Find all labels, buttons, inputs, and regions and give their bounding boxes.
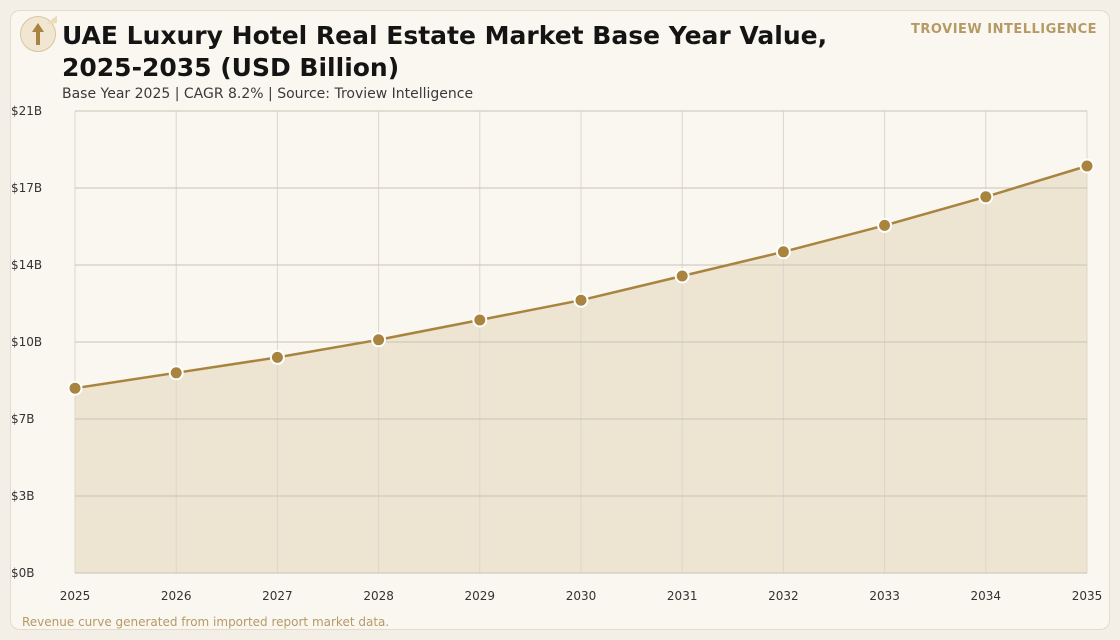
y-tick-label: $0B: [11, 566, 35, 580]
chart-card: UAE Luxury Hotel Real Estate Market Base…: [10, 10, 1110, 630]
data-point: [775, 244, 791, 260]
footer-note: Revenue curve generated from imported re…: [22, 615, 390, 629]
data-point: [573, 292, 589, 308]
data-point: [978, 189, 994, 205]
data-point: [472, 312, 488, 328]
x-tick-label: 2026: [161, 589, 192, 603]
data-point: [371, 332, 387, 348]
y-tick-label: $21B: [11, 104, 42, 118]
y-tick-label: $17B: [11, 181, 42, 195]
x-tick-label: 2034: [971, 589, 1002, 603]
y-tick-label: $3B: [11, 489, 35, 503]
x-tick-label: 2025: [60, 589, 91, 603]
x-tick-label: 2030: [566, 589, 597, 603]
area-chart: $0B $3B $7B $10B $14B $17B $21B 2025 2026 2027 202…: [11, 104, 1103, 603]
data-point: [269, 349, 285, 365]
x-tick-label: 2035: [1072, 589, 1103, 603]
chart-title: UAE Luxury Hotel Real Estate Market Base…: [62, 21, 828, 82]
x-tick-label: 2029: [465, 589, 496, 603]
y-tick-label: $10B: [11, 335, 42, 349]
data-point: [674, 268, 690, 284]
data-point: [67, 380, 83, 396]
brand-label: TROVIEW INTELLIGENCE: [911, 22, 1097, 37]
x-tick-label: 2032: [768, 589, 799, 603]
x-tick-label: 2027: [262, 589, 293, 603]
data-point: [1079, 158, 1095, 174]
x-tick-label: 2028: [363, 589, 394, 603]
data-point: [877, 217, 893, 233]
chart-subtitle: Base Year 2025 | CAGR 8.2% | Source: Tro…: [62, 86, 474, 102]
y-tick-label: $14B: [11, 258, 42, 272]
y-tick-label: $7B: [11, 412, 35, 426]
data-point: [168, 365, 184, 381]
x-tick-label: 2033: [869, 589, 900, 603]
x-tick-label: 2031: [667, 589, 698, 603]
upward-arrow-icon: [20, 15, 57, 52]
